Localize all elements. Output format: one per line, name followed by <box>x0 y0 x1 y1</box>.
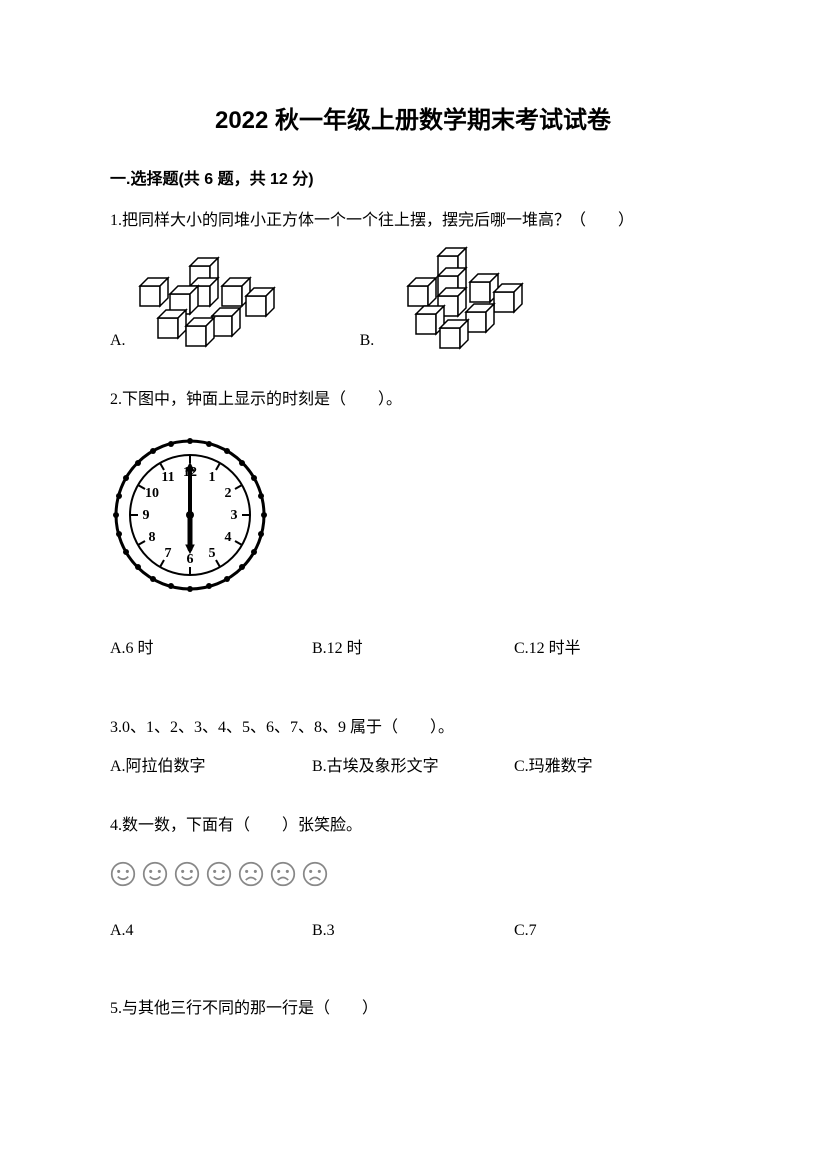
q2-optC: C.12 时半 <box>514 635 716 664</box>
q1-option-a: A. <box>110 246 280 356</box>
cubes-b-icon <box>378 246 528 356</box>
q2-options: A.6 时 B.12 时 C.12 时半 <box>110 635 716 664</box>
clock-icon: 12 1 2 3 4 5 6 7 8 9 10 11 <box>110 435 270 595</box>
page-title: 2022 秋一年级上册数学期末考试试卷 <box>110 100 716 135</box>
svg-text:4: 4 <box>225 530 232 545</box>
question-2: 2.下图中，钟面上显示的时刻是（ ）。 <box>110 386 716 664</box>
frown-face-icon <box>302 861 328 887</box>
smile-face-icon <box>206 861 232 887</box>
frown-face-icon <box>238 861 264 887</box>
svg-text:10: 10 <box>145 486 159 501</box>
section-heading: 一.选择题(共 6 题，共 12 分) <box>110 165 716 189</box>
q1-optA-label: A. <box>110 327 126 356</box>
svg-text:2: 2 <box>225 486 232 501</box>
q1-options: A. <box>110 246 716 356</box>
svg-text:5: 5 <box>209 546 216 561</box>
question-3: 3.0、1、2、3、4、5、6、7、8、9 属于（ ）。 A.阿拉伯数字 B.古… <box>110 714 716 782</box>
exam-page: 2022 秋一年级上册数学期末考试试卷 一.选择题(共 6 题，共 12 分) … <box>0 0 826 1104</box>
q4-faces <box>110 861 716 887</box>
q3-optA: A.阿拉伯数字 <box>110 753 312 782</box>
svg-text:1: 1 <box>209 470 216 485</box>
q4-options: A.4 B.3 C.7 <box>110 917 716 946</box>
cubes-a-icon <box>130 246 280 356</box>
q2-text: 2.下图中，钟面上显示的时刻是（ ）。 <box>110 386 716 415</box>
q5-text: 5.与其他三行不同的那一行是（ ） <box>110 995 716 1024</box>
svg-text:9: 9 <box>143 508 150 523</box>
svg-text:7: 7 <box>165 546 172 561</box>
q1-text: 1.把同样大小的同堆小正方体一个一个往上摆，摆完后哪一堆高？（ ） <box>110 207 716 236</box>
smile-face-icon <box>142 861 168 887</box>
q1-option-b: B. <box>360 246 529 356</box>
q1-optB-label: B. <box>360 327 375 356</box>
q3-text: 3.0、1、2、3、4、5、6、7、8、9 属于（ ）。 <box>110 714 716 743</box>
svg-text:8: 8 <box>149 530 156 545</box>
question-5: 5.与其他三行不同的那一行是（ ） <box>110 995 716 1024</box>
svg-text:3: 3 <box>231 508 238 523</box>
q3-optB: B.古埃及象形文字 <box>312 753 514 782</box>
q4-optB: B.3 <box>312 917 514 946</box>
clock-figure: 12 1 2 3 4 5 6 7 8 9 10 11 <box>110 435 716 606</box>
question-4: 4.数一数，下面有（ ）张笑脸。 A.4 B.3 C.7 <box>110 812 716 946</box>
q2-optA: A.6 时 <box>110 635 312 664</box>
smile-face-icon <box>110 861 136 887</box>
frown-face-icon <box>270 861 296 887</box>
q2-optB: B.12 时 <box>312 635 514 664</box>
svg-text:6: 6 <box>187 552 194 567</box>
svg-text:11: 11 <box>161 470 174 485</box>
q4-optC: C.7 <box>514 917 716 946</box>
smile-face-icon <box>174 861 200 887</box>
q4-text: 4.数一数，下面有（ ）张笑脸。 <box>110 812 716 841</box>
question-1: 1.把同样大小的同堆小正方体一个一个往上摆，摆完后哪一堆高？（ ） A. <box>110 207 716 356</box>
q3-optC: C.玛雅数字 <box>514 753 716 782</box>
q3-options: A.阿拉伯数字 B.古埃及象形文字 C.玛雅数字 <box>110 753 716 782</box>
q4-optA: A.4 <box>110 917 312 946</box>
